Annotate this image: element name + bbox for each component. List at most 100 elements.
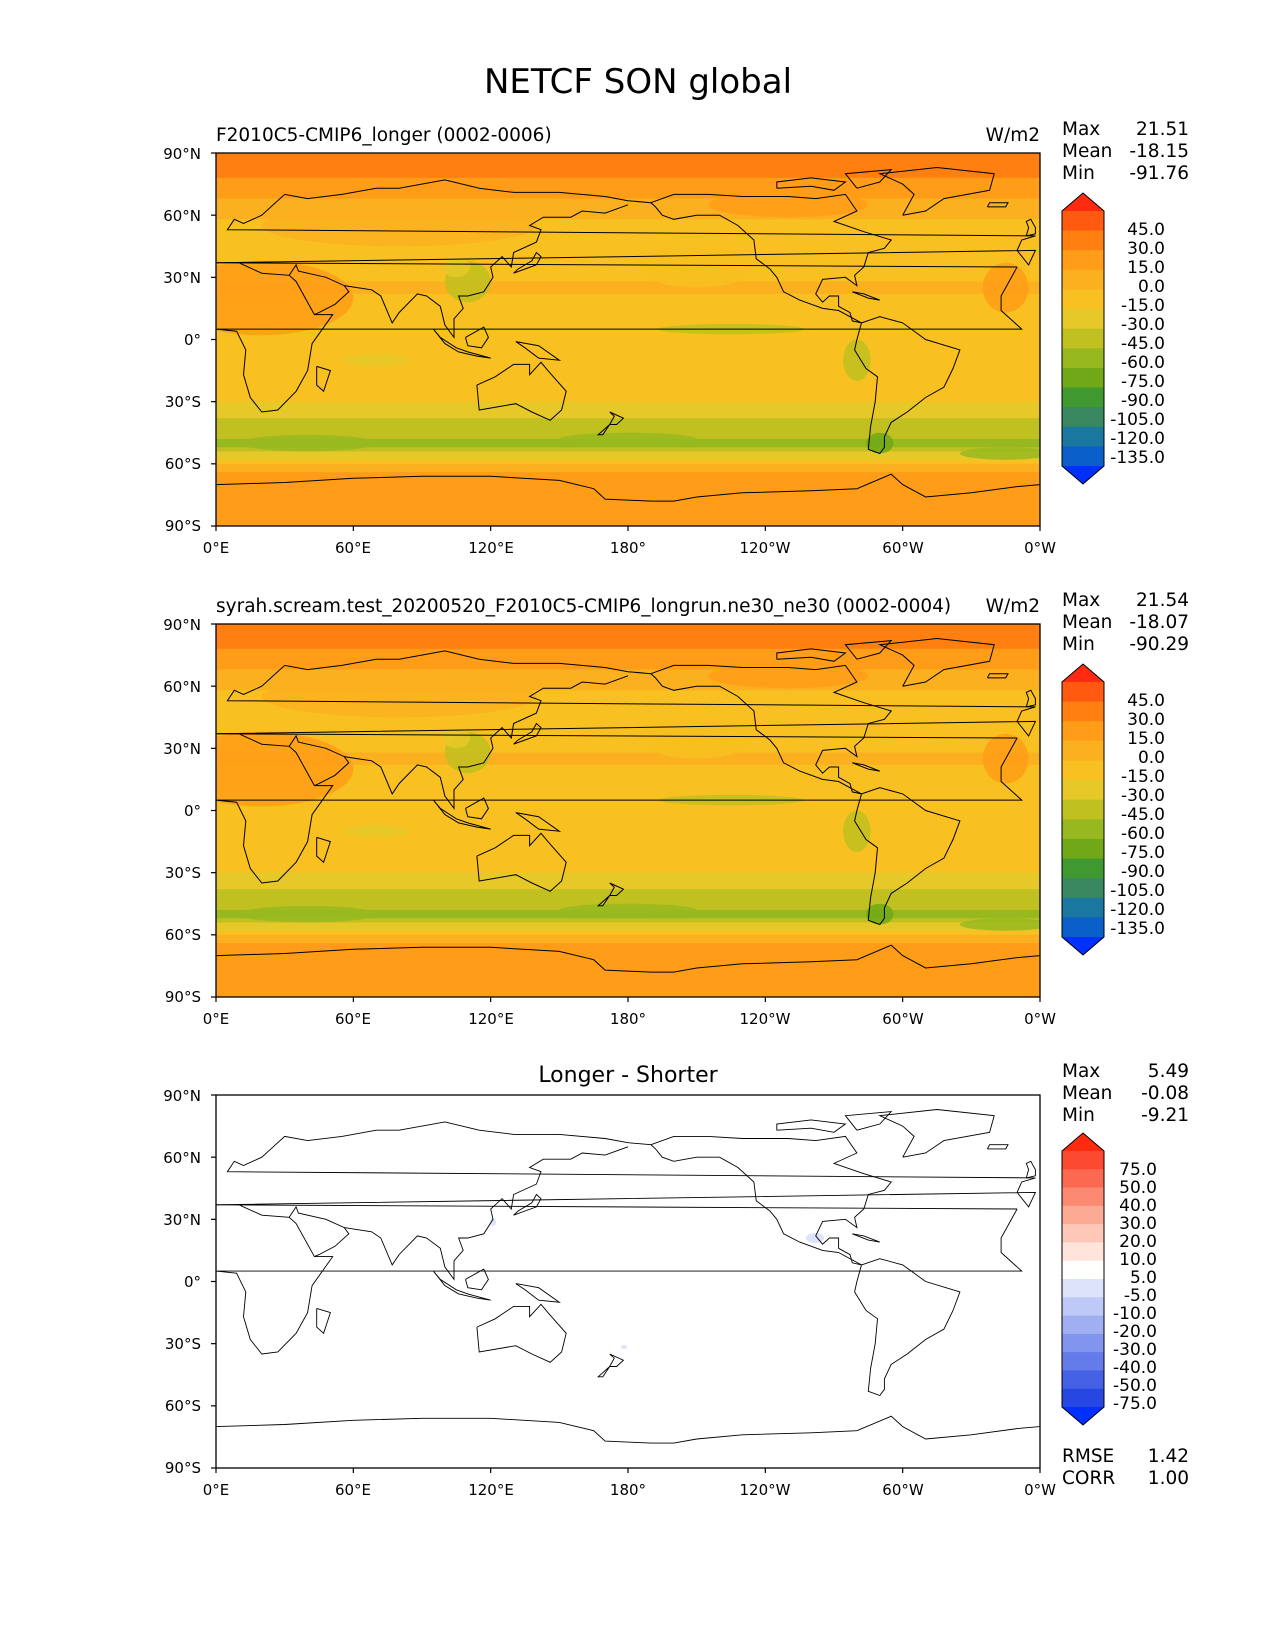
field-band	[216, 735, 1040, 741]
x-tick-label: 0°W	[1024, 539, 1056, 557]
field-band	[216, 893, 1040, 899]
coastline	[854, 316, 961, 455]
field-band	[216, 231, 1040, 237]
field-band	[216, 934, 1040, 940]
colorbar-extend-max	[1062, 1133, 1104, 1151]
field-band	[216, 802, 1040, 807]
colorbar-label: -15.0	[1121, 296, 1165, 316]
panel-reference: syrah.scream.test_20200520_F2010C5-CMIP6…	[163, 590, 1189, 1028]
coastline	[476, 832, 567, 892]
field-band	[216, 426, 1040, 432]
field-band	[216, 476, 1040, 482]
field-band	[216, 851, 1040, 857]
coastline	[597, 1353, 625, 1378]
field-band	[216, 331, 1040, 336]
field-band	[216, 339, 1040, 345]
stat-value: -0.08	[1141, 1083, 1189, 1104]
coastline	[844, 639, 893, 660]
field-band	[216, 843, 1040, 849]
field-anomaly	[238, 905, 377, 923]
colorbar-label: 20.0	[1119, 1232, 1157, 1252]
map-field	[216, 624, 1040, 997]
field-band	[216, 740, 1040, 745]
colorbar-label: 45.0	[1127, 220, 1165, 240]
field-band	[216, 752, 1040, 758]
x-tick-label: 0°W	[1024, 1010, 1056, 1028]
field-anomaly	[866, 903, 894, 925]
field-band	[216, 409, 1040, 415]
field-band	[216, 640, 1040, 646]
colorbar-label: 30.0	[1127, 239, 1165, 259]
x-tick-label: 180°	[610, 1010, 646, 1028]
stat-value: -9.21	[1141, 1105, 1189, 1126]
field-band	[216, 827, 1040, 832]
field-band	[216, 648, 1040, 654]
field-band	[216, 451, 1040, 457]
field-band	[216, 938, 1040, 944]
field-band	[216, 298, 1040, 303]
field-band	[216, 814, 1040, 820]
field-band	[216, 488, 1040, 494]
field-band	[216, 211, 1040, 216]
colorbar-label: -45.0	[1121, 334, 1165, 354]
coastline	[216, 1415, 1040, 1444]
stat-value: 5.49	[1148, 1061, 1189, 1082]
field-band	[216, 868, 1040, 874]
colorbar-label: 45.0	[1127, 691, 1165, 711]
field-band	[216, 876, 1040, 882]
colorbar-label: 15.0	[1127, 729, 1165, 749]
axis-ticks	[211, 152, 1041, 531]
x-tick-labels: 0°E 60°E 120°E 180° 120°W 60°W 0°W	[203, 1010, 1056, 1028]
field-band	[216, 252, 1040, 258]
coastline	[852, 762, 880, 772]
coastline	[433, 799, 491, 830]
field-band	[216, 885, 1040, 890]
y-tick-label: 90°N	[163, 616, 201, 634]
coastline	[1025, 218, 1036, 237]
colorbar-swatch	[1062, 721, 1104, 742]
field-anomaly	[559, 903, 697, 917]
colorbar-label: -45.0	[1121, 805, 1165, 825]
coastline	[513, 722, 542, 745]
stats-box: Max 21.54 Mean -18.07 Min -90.29	[1062, 590, 1189, 655]
colorbar-swatch	[1062, 819, 1104, 840]
field-anomaly	[442, 727, 471, 749]
field-anomaly	[959, 918, 1040, 931]
coastline	[776, 177, 847, 191]
field-anomaly	[238, 434, 377, 452]
field-band	[216, 356, 1040, 361]
field-band	[216, 302, 1040, 307]
colorbar-swatch	[1062, 897, 1104, 918]
coastline	[776, 648, 847, 662]
colorbar-labels: 45.0 30.0 15.0 0.0 -15.0 -30.0 -45.0 -60…	[1110, 220, 1165, 468]
field-band	[216, 914, 1040, 919]
field-band	[216, 897, 1040, 903]
coastline	[877, 166, 995, 216]
coastline	[596, 411, 625, 436]
field-band	[216, 368, 1040, 374]
colorbar-swatch	[1062, 348, 1104, 369]
x-tick-label: 60°W	[882, 1010, 924, 1028]
field-band	[216, 847, 1040, 853]
colorbar-swatch	[1062, 328, 1104, 349]
field-band	[216, 182, 1040, 187]
field-band	[216, 227, 1040, 233]
stat-value: 21.51	[1136, 119, 1189, 140]
field-band	[216, 822, 1040, 828]
field-band	[216, 472, 1040, 477]
field-band	[216, 380, 1040, 386]
coastline	[216, 1204, 1023, 1355]
colorbar-label: -105.0	[1110, 881, 1165, 901]
stat-label: Min	[1062, 163, 1095, 184]
panel-units: W/m2	[986, 125, 1040, 146]
diff-spot	[806, 1233, 824, 1243]
field-band	[216, 521, 1040, 526]
colorbar-label: -10.0	[1113, 1304, 1157, 1324]
panel-test: F2010C5-CMIP6_longer (0002-0006) W/m2 0°…	[163, 119, 1189, 557]
stat-label: Min	[1062, 1105, 1095, 1126]
colorbar-label: -30.0	[1113, 1340, 1157, 1360]
field-band	[216, 636, 1040, 642]
colorbar-label: -75.0	[1121, 843, 1165, 863]
field-anomaly	[216, 731, 354, 807]
